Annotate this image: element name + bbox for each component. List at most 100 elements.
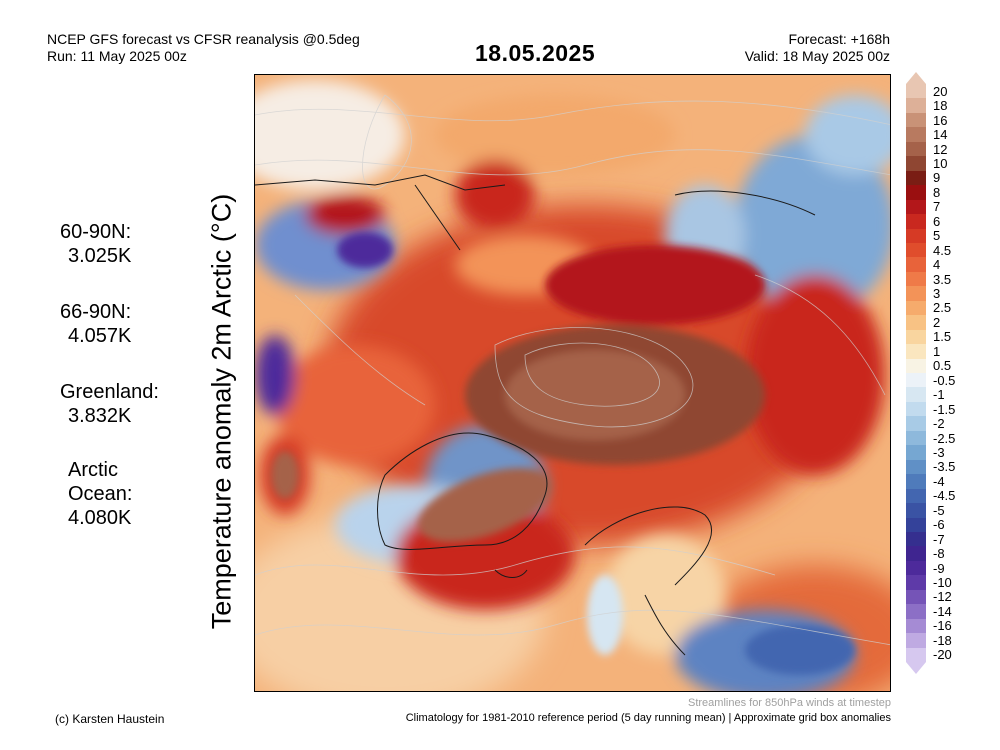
colorbar-segment — [906, 242, 926, 258]
colorbar-segment — [906, 401, 926, 417]
colorbar-label: 3 — [933, 286, 941, 302]
colorbar-segment — [906, 98, 926, 114]
colorbar-label: -8 — [933, 546, 945, 562]
stat-value: 4.080K — [68, 507, 132, 529]
colorbar-segment — [906, 170, 926, 186]
colorbar-segment — [906, 531, 926, 547]
header-left: NCEP GFS forecast vs CFSR reanalysis @0.… — [47, 31, 360, 65]
colorbar-segment — [906, 416, 926, 432]
colorbar-segment — [906, 84, 926, 99]
colorbar-label: -3.5 — [933, 459, 956, 475]
colorbar-segment — [906, 430, 926, 446]
colorbar-label: -14 — [933, 603, 952, 619]
forecast-date: 18.05.2025 — [475, 40, 596, 66]
colorbar-segment — [906, 141, 926, 157]
colorbar-label: 2 — [933, 314, 941, 330]
colorbar-label: 7 — [933, 199, 941, 215]
colorbar-segment — [906, 214, 926, 229]
colorbar-segment — [906, 387, 926, 403]
stat-value: 3.832K — [68, 405, 132, 427]
colorbar-segment — [906, 560, 926, 576]
colorbar-segment — [906, 373, 926, 388]
stat-label: Arctic Ocean: — [68, 459, 133, 505]
colorbar-label: -3 — [933, 444, 945, 460]
colorbar-segment — [906, 329, 926, 345]
colorbar-label: 5 — [933, 228, 941, 244]
colorbar-label: -5 — [933, 502, 945, 518]
colorbar-label: -1 — [933, 387, 945, 403]
colorbar-segment — [906, 647, 926, 663]
colorbar-label: 10 — [933, 155, 948, 171]
colorbar-label: 1.5 — [933, 329, 952, 345]
colorbar-label: 14 — [933, 127, 948, 143]
colorbar-label: 2.5 — [933, 300, 952, 316]
run-time: Run: 11 May 2025 00z — [47, 48, 187, 64]
colorbar-label: 6 — [933, 213, 941, 229]
stat-value: 3.025K — [68, 245, 132, 267]
colorbar-segment — [906, 156, 926, 172]
colorbar-label: 20 — [933, 83, 948, 99]
colorbar-label: -2.5 — [933, 430, 956, 446]
map-title-vertical: Temperature anomaly 2m Arctic (°C) — [206, 193, 237, 630]
stat-greenland: Greenland: 3.832K — [60, 380, 159, 428]
colorbar-segment — [906, 199, 926, 215]
colorbar-top-arrow — [906, 72, 926, 84]
colorbar-label: -10 — [933, 575, 952, 591]
colorbar-segment — [906, 618, 926, 634]
colorbar-segment — [906, 633, 926, 649]
climatology-note: Climatology for 1981-2010 reference peri… — [405, 712, 891, 724]
colorbar-label: 16 — [933, 112, 948, 128]
stat-60-90n: 60-90N: 3.025K — [60, 220, 131, 268]
colorbar-label: -18 — [933, 632, 952, 648]
colorbar-segment — [906, 286, 926, 302]
colorbar-segment — [906, 112, 926, 128]
colorbar-label: 9 — [933, 170, 941, 186]
stat-label: 66-90N: — [60, 301, 132, 323]
colorbar-label: 4 — [933, 257, 941, 273]
colorbar-segment — [906, 358, 926, 374]
valid-time: Valid: 18 May 2025 00z — [744, 48, 890, 64]
colorbar-segment — [906, 344, 926, 360]
colorbar-segment — [906, 488, 926, 504]
credit-text: (c) Karsten Haustein — [55, 712, 165, 726]
header-right: Forecast: +168h Valid: 18 May 2025 00z — [745, 31, 890, 65]
stat-66-90n: 66-90N: 4.057K — [60, 300, 131, 348]
colorbar-label: -4 — [933, 473, 945, 489]
colorbar-segment — [906, 474, 926, 490]
colorbar-segment — [906, 589, 926, 605]
colorbar-segment — [906, 271, 926, 287]
colorbar-segment — [906, 228, 926, 244]
colorbar-segment — [906, 503, 926, 518]
model-title: NCEP GFS forecast vs CFSR reanalysis @0.… — [47, 31, 360, 47]
colorbar-label: 3.5 — [933, 271, 952, 287]
colorbar-label: 1 — [933, 343, 941, 359]
colorbar-label: -4.5 — [933, 488, 956, 504]
colorbar-segment — [906, 300, 926, 316]
colorbar-label: -9 — [933, 560, 945, 576]
colorbar-segment — [906, 604, 926, 620]
map-canvas — [255, 75, 890, 691]
colorbar-bottom-arrow — [906, 662, 926, 674]
colorbar-segment — [906, 315, 926, 331]
colorbar-label: 0.5 — [933, 358, 952, 374]
stat-value: 4.057K — [68, 325, 132, 347]
colorbar-segment — [906, 257, 926, 273]
colorbar-segment — [906, 546, 926, 562]
stat-label: 60-90N: — [60, 221, 132, 243]
stat-label: Greenland: — [60, 381, 159, 403]
colorbar-label: 8 — [933, 184, 941, 200]
colorbar-label: -7 — [933, 531, 945, 547]
streamlines-note: Streamlines for 850hPa winds at timestep — [688, 697, 891, 709]
colorbar-segment — [906, 445, 926, 461]
colorbar-label: -2 — [933, 416, 945, 432]
colorbar-label: 12 — [933, 141, 948, 157]
colorbar-label: -20 — [933, 647, 952, 663]
colorbar-segment — [906, 575, 926, 591]
colorbar-segment — [906, 517, 926, 533]
colorbar-segment — [906, 127, 926, 143]
colorbar-label: -6 — [933, 517, 945, 533]
colorbar-label: 4.5 — [933, 242, 952, 258]
colorbar-segment — [906, 185, 926, 201]
colorbar-segment — [906, 459, 926, 475]
colorbar-label: -0.5 — [933, 372, 956, 388]
